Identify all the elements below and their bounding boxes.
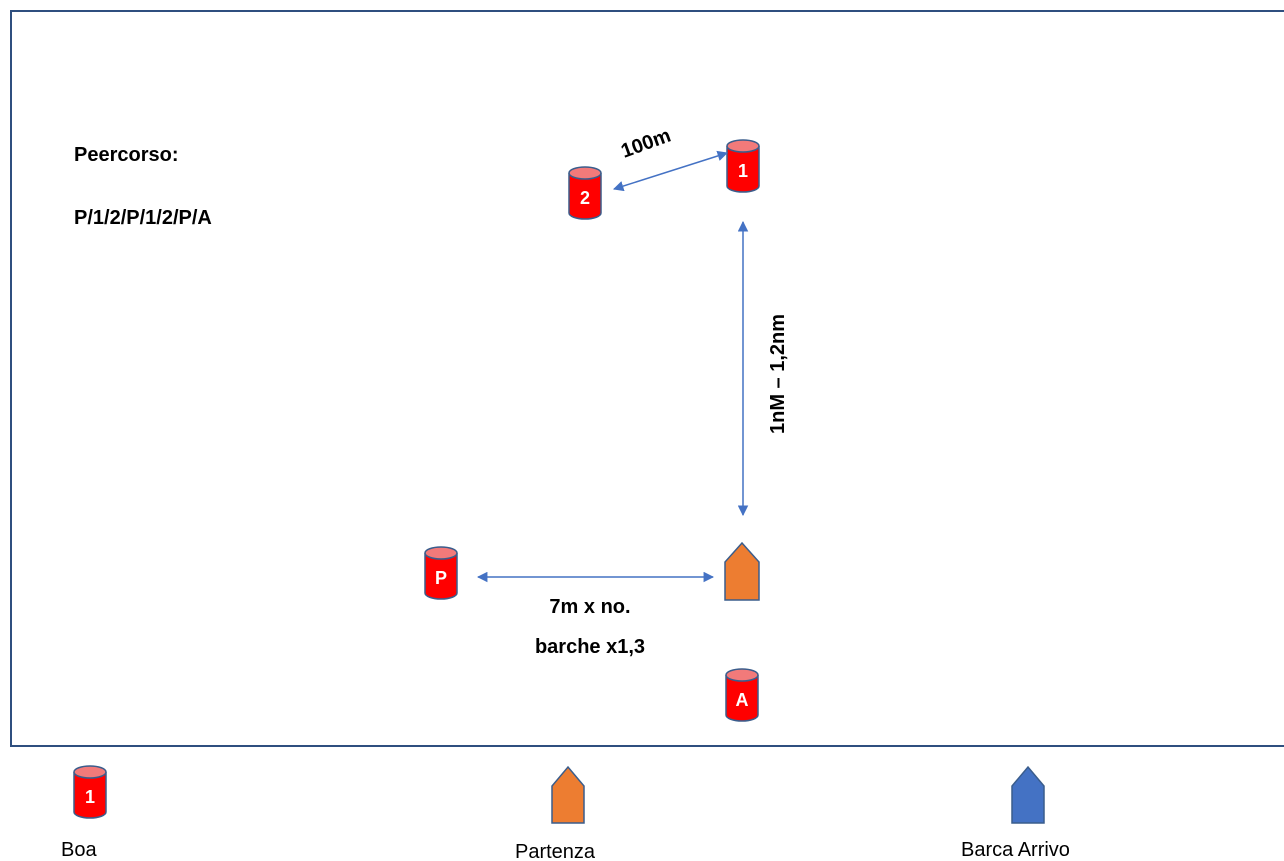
offset-arrow [612, 150, 729, 192]
svg-text:P: P [435, 568, 447, 588]
start-line-label-2: barche x1,3 [535, 636, 645, 658]
legend-buoy-label: Boa [61, 839, 97, 861]
svg-text:1: 1 [738, 161, 748, 181]
offset-distance-label: 100m [618, 125, 674, 163]
svg-text:A: A [736, 690, 749, 710]
legend-start-boat-icon [551, 765, 585, 824]
legend-finish-boat-icon [1011, 765, 1045, 824]
buoy-start-pin: P [424, 546, 458, 600]
start-line-label-1: 7m x no. [549, 596, 630, 618]
course-sequence: P/1/2/P/1/2/P/A [74, 207, 212, 229]
svg-text:2: 2 [580, 188, 590, 208]
buoy-mark-1: 1 [726, 139, 760, 193]
legend-finish-boat-label: Barca Arrivo [961, 839, 1070, 861]
course-title: Peercorso: [74, 144, 179, 166]
legend-start-boat-label: Partenza [515, 841, 596, 861]
course-area-frame [10, 10, 1284, 747]
beat-distance-label: 1nM – 1,2nm [767, 314, 789, 434]
buoy-mark-2: 2 [568, 166, 602, 220]
buoy-arrival: A [725, 668, 759, 722]
legend-buoy-icon: 1 [73, 765, 107, 819]
svg-text:1: 1 [85, 787, 95, 807]
start-boat-icon [724, 541, 760, 601]
